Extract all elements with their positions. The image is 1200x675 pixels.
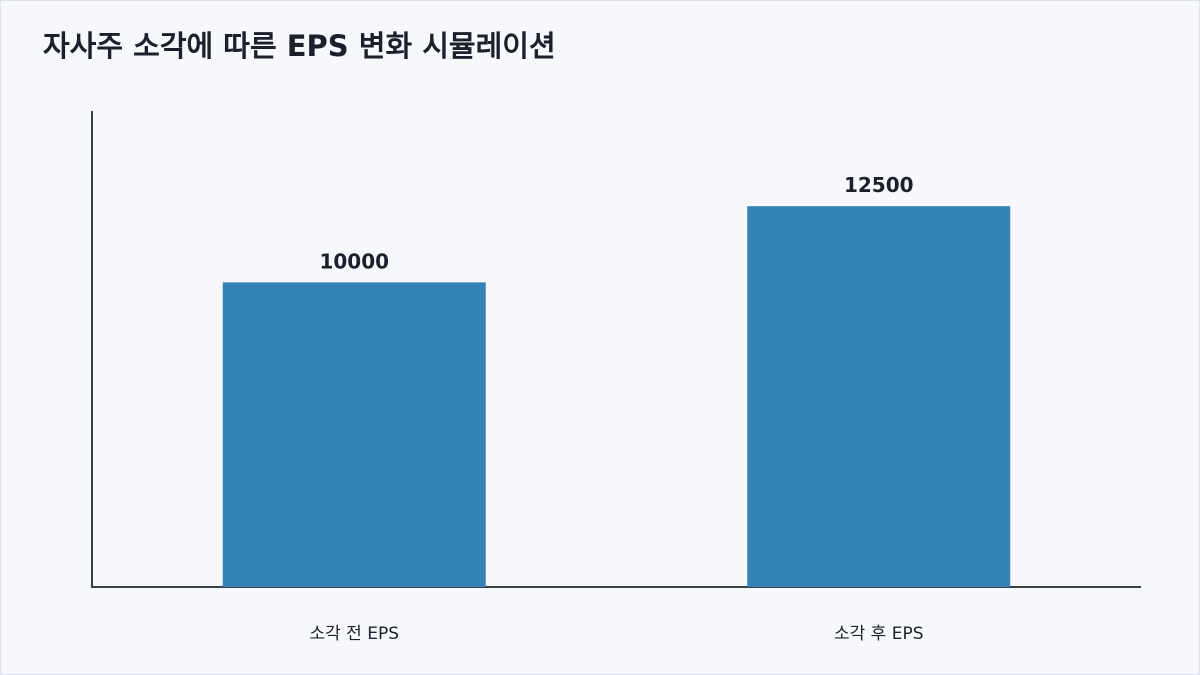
x-tick-label-2: 소각 후 EPS — [834, 624, 924, 644]
bar-2 — [747, 206, 1011, 587]
chart-title: 자사주 소각에 따른 EPS 변화 시뮬레이션 — [43, 29, 556, 63]
bar-value-label-2: 12500 — [844, 173, 914, 197]
bar-value-label-1: 10000 — [319, 249, 389, 273]
x-tick-label-1: 소각 전 EPS — [309, 624, 399, 644]
bar-1 — [222, 282, 486, 587]
chart-marks: 10000 소각 전 EPS 12500 소각 후 EPS — [222, 173, 1011, 644]
